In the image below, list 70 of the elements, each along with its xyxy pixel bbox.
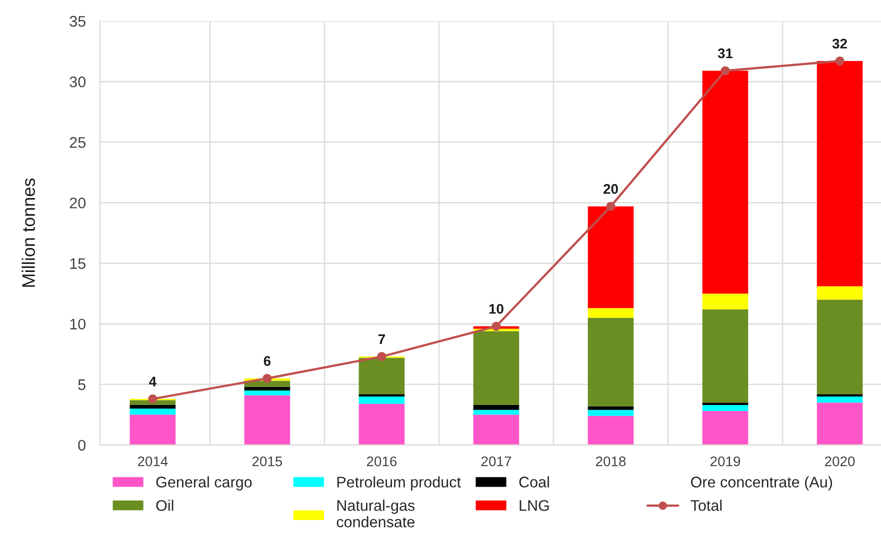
y-tick-label: 15 — [70, 258, 86, 269]
bar — [816, 402, 863, 445]
data-label: 20 — [604, 184, 618, 194]
bar — [588, 406, 634, 410]
bar — [702, 404, 748, 412]
bar — [358, 396, 405, 404]
bar — [130, 404, 176, 409]
point — [492, 322, 501, 331]
data-label: 31 — [718, 48, 733, 58]
bar — [473, 414, 520, 445]
y-tick-label: 5 — [78, 379, 86, 390]
bar — [473, 331, 520, 405]
point — [835, 56, 844, 66]
bar — [702, 70, 748, 294]
bar — [244, 390, 290, 396]
bar — [816, 394, 863, 397]
point — [606, 202, 616, 211]
text: Ore concentrate (Au) — [691, 476, 832, 491]
legend-label: Petroleum product — [337, 476, 461, 491]
y-axis-title: Million tonnes — [22, 178, 35, 287]
x-tick-label: 2016 — [366, 456, 397, 466]
bar — [588, 318, 634, 406]
x-tick-label: 2020 — [825, 456, 855, 466]
data-label: 10 — [489, 304, 504, 314]
point — [720, 66, 730, 76]
data-label: 7 — [378, 334, 385, 344]
y-tick-label: 0 — [78, 440, 86, 451]
point — [262, 374, 272, 383]
bar — [816, 286, 863, 300]
bar — [588, 416, 634, 445]
bar — [358, 358, 405, 394]
bar — [244, 386, 290, 390]
bar — [244, 395, 290, 445]
y-tick-label: 10 — [70, 318, 86, 330]
bar — [816, 61, 863, 286]
bar — [130, 414, 176, 445]
legend-label: Coal — [519, 476, 549, 488]
point — [377, 352, 386, 362]
x-tick-label: 2014 — [138, 456, 168, 466]
point — [148, 394, 158, 404]
x-tick-label: 2017 — [481, 456, 511, 466]
bar — [588, 308, 634, 318]
y-tick-label: 30 — [70, 76, 86, 88]
y-tick-label: 25 — [70, 137, 86, 148]
bar — [130, 400, 176, 405]
y-tick-label: 20 — [70, 198, 86, 208]
legend-label: Total — [690, 500, 722, 511]
bar — [358, 404, 405, 445]
x-tick-label: 2015 — [252, 456, 282, 466]
bar — [816, 300, 863, 394]
data-label: 32 — [832, 38, 847, 49]
legend-label: LNG — [520, 500, 549, 511]
legend-label: Oil — [156, 500, 174, 511]
legend-label: General cargo — [156, 476, 252, 491]
bar — [702, 309, 748, 403]
bar — [358, 394, 405, 397]
bar — [130, 408, 176, 415]
y-tick-label: 35 — [70, 16, 86, 27]
bar — [816, 396, 863, 403]
legend-label: Natural-gas condensate — [336, 500, 415, 528]
data-label: 4 — [149, 376, 156, 386]
bar — [588, 410, 634, 416]
bar — [473, 410, 520, 415]
bar — [702, 294, 748, 310]
data-label: 6 — [264, 356, 271, 366]
x-tick-label: 2019 — [710, 456, 740, 466]
x-tick-label: 2018 — [596, 456, 626, 466]
bar — [588, 206, 634, 308]
bar — [473, 404, 520, 410]
bar — [702, 411, 748, 445]
